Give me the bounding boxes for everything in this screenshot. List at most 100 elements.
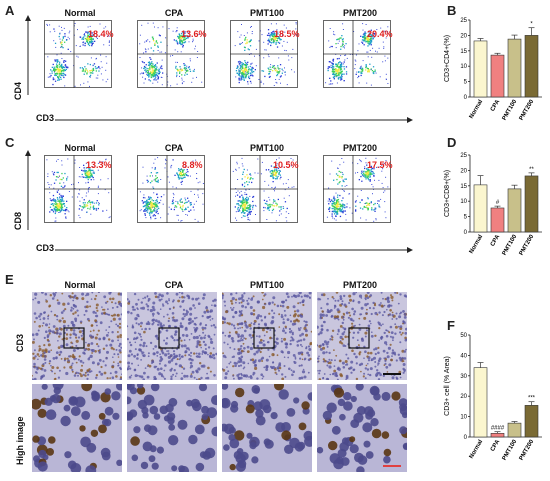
event-dot	[151, 69, 153, 71]
event-dot	[162, 72, 164, 74]
stained-cell	[71, 345, 74, 348]
nucleus	[72, 299, 75, 302]
event-dot	[86, 32, 88, 34]
event-dot	[252, 200, 254, 203]
nucleus	[299, 314, 302, 317]
event-dot	[276, 29, 278, 31]
event-dot	[175, 200, 177, 202]
event-dot	[90, 174, 93, 176]
event-dot	[183, 32, 185, 34]
event-dot	[155, 79, 157, 81]
event-dot	[61, 29, 63, 31]
event-dot	[96, 67, 98, 69]
event-dot	[178, 168, 180, 170]
event-dot	[346, 185, 348, 186]
nucleus	[127, 338, 129, 341]
nucleus	[238, 297, 241, 301]
nucleus	[144, 296, 147, 299]
nucleus	[318, 372, 321, 375]
stained-cell	[119, 334, 122, 337]
event-dot	[98, 202, 100, 204]
stained-cell	[38, 325, 41, 328]
event-dot	[278, 173, 280, 175]
event-dot	[271, 38, 273, 40]
event-dot	[369, 32, 371, 34]
nucleus	[117, 353, 120, 356]
nucleus	[330, 335, 333, 338]
event-dot	[160, 76, 162, 78]
event-dot	[179, 204, 181, 206]
nucleus	[104, 388, 112, 395]
nucleus	[137, 364, 140, 367]
nucleus	[235, 362, 238, 365]
event-dot	[238, 81, 240, 84]
nucleus	[255, 415, 266, 426]
flow-plot-c-pmt100	[230, 155, 298, 223]
event-dot	[180, 43, 182, 46]
event-dot	[239, 210, 241, 212]
stained-cell	[222, 368, 226, 372]
event-dot	[264, 207, 266, 209]
nucleus	[231, 339, 235, 343]
event-dot	[93, 63, 96, 65]
nucleus	[180, 344, 184, 348]
nucleus	[340, 457, 350, 466]
nucleus	[43, 311, 46, 314]
event-dot	[154, 75, 157, 77]
event-dot	[242, 215, 245, 217]
nucleus	[385, 329, 387, 332]
event-dot	[332, 68, 335, 70]
event-dot	[91, 45, 93, 47]
event-dot	[153, 162, 155, 164]
event-dot	[190, 203, 192, 206]
event-dot	[53, 200, 55, 202]
event-dot	[183, 39, 185, 41]
event-dot	[243, 71, 245, 74]
event-dot	[276, 168, 278, 170]
stained-cell	[92, 329, 95, 332]
nucleus	[239, 335, 242, 338]
nucleus	[170, 375, 173, 378]
stained-cell	[396, 292, 399, 294]
event-dot	[336, 208, 338, 210]
stained-cell	[72, 312, 75, 315]
event-dot	[267, 39, 269, 42]
event-dot	[337, 201, 339, 203]
event-dot	[340, 209, 343, 211]
nucleus	[263, 334, 266, 337]
nucleus	[152, 308, 156, 312]
event-dot	[384, 55, 386, 57]
nucleus	[383, 455, 391, 464]
event-dot	[170, 85, 172, 87]
stained-cell	[365, 312, 368, 315]
event-dot	[342, 203, 344, 205]
nucleus	[370, 334, 374, 338]
event-dot	[368, 71, 370, 73]
event-dot	[156, 72, 158, 74]
event-dot	[343, 190, 345, 192]
nucleus	[352, 292, 356, 296]
event-dot	[59, 178, 61, 181]
event-dot	[89, 76, 91, 78]
event-dot	[67, 66, 69, 68]
event-dot	[355, 200, 357, 201]
event-dot	[60, 78, 62, 80]
event-dot	[247, 48, 249, 50]
event-dot	[156, 193, 158, 195]
event-dot	[147, 204, 149, 206]
event-dot	[185, 214, 187, 215]
stained-cell	[328, 440, 338, 451]
nucleus	[81, 329, 84, 333]
nucleus	[74, 317, 78, 321]
event-dot	[143, 65, 146, 68]
event-dot	[59, 197, 61, 199]
nucleus	[87, 373, 90, 376]
event-dot	[276, 170, 278, 173]
nucleus	[334, 359, 336, 362]
nucleus	[264, 315, 267, 318]
event-dot	[276, 46, 279, 48]
event-dot	[243, 185, 246, 188]
event-dot	[244, 194, 246, 195]
stained-cell	[339, 340, 342, 344]
nucleus	[169, 368, 173, 372]
